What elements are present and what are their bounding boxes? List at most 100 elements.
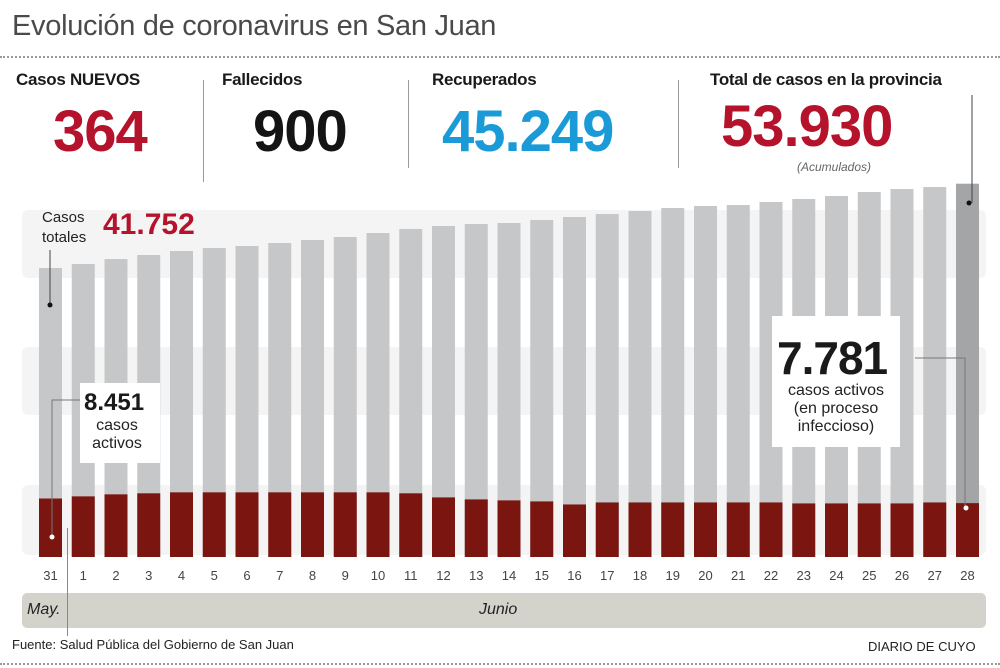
total-cases-label-line1: Casos [42,209,85,226]
stat-value-new-cases: 364 [53,99,148,164]
x-tick-label: 14 [501,568,517,583]
total-cases-bar [432,225,455,558]
active-cases-bar [563,504,586,557]
x-tick-label: 28 [960,568,975,583]
stat-divider [203,80,204,182]
total-cases-bar [890,189,914,557]
bottom-divider [0,663,1000,665]
active-cases-bar [530,501,554,557]
stat-divider [678,80,679,168]
month-june: Junio [479,601,518,618]
total-cases-bar [694,205,717,557]
active-cases-bar [301,492,324,557]
leader-line [915,357,966,508]
total-cases-bar [530,219,554,557]
x-tick-label: 18 [632,568,648,583]
x-tick-label: 17 [600,568,615,583]
active-cases-bar [628,502,652,557]
top-divider [0,56,1000,58]
x-tick-label: 8 [308,568,317,583]
x-tick-label: 6 [243,568,251,583]
total-cases-bar [170,250,193,558]
stat-label-deaths: Fallecidos [222,70,303,89]
x-tick-label: 13 [469,568,484,583]
x-tick-label: 19 [665,568,680,583]
active-end-label-line1: casos activos [787,382,885,399]
total-cases-bar [956,183,979,557]
total-cases-bar [39,268,62,557]
x-tick-label: 20 [698,568,713,583]
total-cases-bar [661,208,685,557]
active-cases-bar [956,503,979,557]
x-tick-label: 31 [43,568,58,583]
active-cases-bar [825,503,848,557]
active-cases-bar [792,503,816,557]
stat-divider [408,80,409,168]
total-cases-bar [759,201,783,557]
active-cases-bar [202,492,226,557]
total-cases-bar [301,239,324,557]
page-title: Evolución de coronavirus en San Juan [12,10,497,42]
x-tick-label: 25 [862,568,877,583]
active-cases-bar [432,497,455,557]
active-end-label: casos activos (en proceso infeccioso) [776,382,896,436]
source-note: Fuente: Salud Pública del Gobierno de Sa… [12,637,294,652]
label-backdrop [80,383,160,463]
active-cases-bar [399,493,423,557]
active-end-label-line3: infeccioso) [797,418,875,435]
x-tick-label: 16 [567,568,582,583]
stat-label-new-cases: Casos NUEVOS [16,70,140,89]
total-cases-bar [923,187,947,557]
leader-dot [966,200,972,206]
stat-label-total: Total de casos en la provincia [710,70,942,89]
x-tick-label: 24 [829,568,844,583]
active-start-label-line1: casos [96,417,138,434]
total-cases-bar [497,223,521,558]
stat-value-total: 53.930 [721,94,893,159]
active-cases-bar [661,502,685,557]
active-cases-bar [39,498,62,557]
x-tick-label: 3 [145,568,153,583]
month-may: May. [27,601,61,618]
brand-name: DIARIO DE CUYO [868,639,976,654]
stat-label-recovered: Recuperados [432,70,537,89]
total-cases-bar [235,246,259,557]
total-cases-label: Casos totales [42,208,86,248]
x-tick-label: 1 [79,568,87,583]
x-tick-label: 2 [112,568,120,583]
x-tick-label: 22 [763,568,779,583]
month-divider [67,528,68,636]
total-cases-bar [726,205,750,557]
label-backdrop [772,316,900,447]
x-tick-label: 7 [276,568,284,583]
active-cases-bar [923,502,947,557]
stat-note-total: (Acumulados) [797,160,872,174]
active-cases-bar [170,492,193,557]
active-cases-bar [464,499,488,557]
x-tick-label: 4 [177,568,186,583]
active-cases-bar [890,503,914,557]
x-tick-label: 12 [436,568,451,583]
active-end-label-line2: (en proceso [793,400,879,417]
active-cases-bar [857,503,881,557]
x-tick-label: 21 [731,568,746,583]
leader-dot [963,505,969,511]
x-tick-label: 23 [796,568,811,583]
active-cases-bar [235,492,259,557]
x-tick-label: 11 [404,568,418,583]
active-cases-bar [759,502,783,557]
total-cases-bar [464,223,488,558]
total-cases-bar [628,210,652,557]
total-cases-bar [399,228,423,557]
x-tick-label: 15 [534,568,549,583]
stat-value-deaths: 900 [253,99,348,164]
active-cases-bar [268,492,292,557]
x-tick-label: 5 [210,568,218,583]
x-tick-label: 27 [927,568,942,583]
active-cases-bar [71,496,95,557]
active-cases-bar [366,492,390,557]
total-cases-label-line2: totales [42,229,87,246]
active-cases-bar [726,502,750,557]
